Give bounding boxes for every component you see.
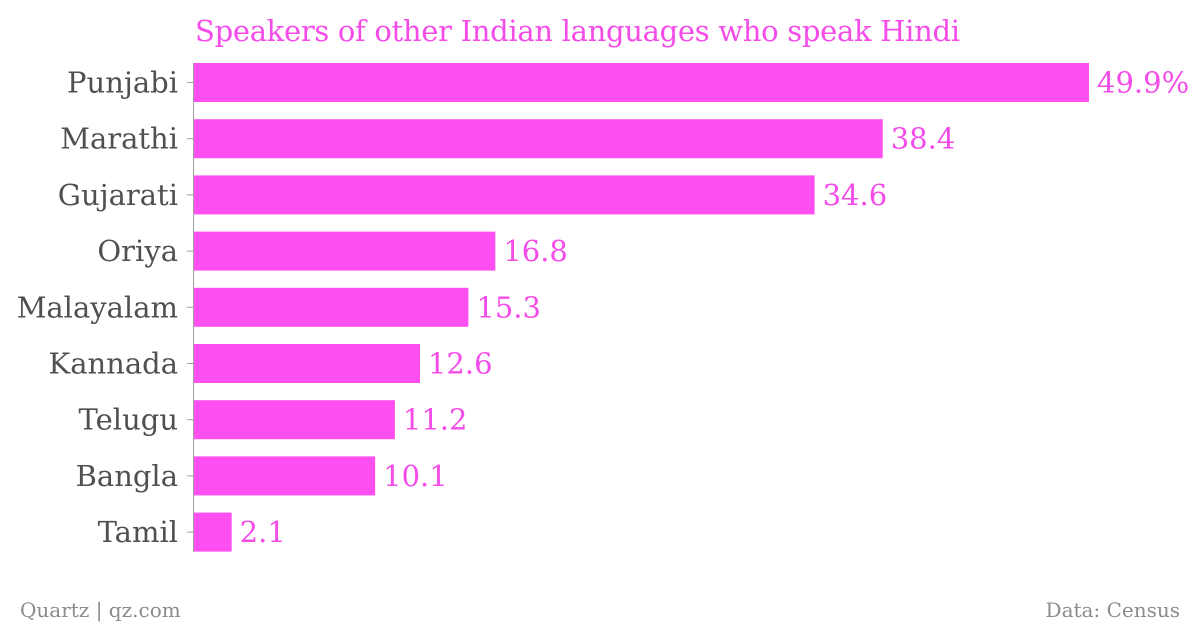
bar-oriya [194,231,496,271]
value-label-kannada: 12.6 [428,347,493,381]
category-label-gujarati: Gujarati [58,178,178,212]
value-label-tamil: 2.1 [240,515,286,549]
value-label-oriya: 16.8 [503,234,568,268]
category-label-tamil: Tamil [98,515,178,549]
category-label-bangla: Bangla [76,459,178,493]
bar-tamil [194,512,232,552]
footer-data-credit: Data: Census [1045,598,1180,622]
value-label-marathi: 38.4 [891,122,956,156]
value-label-bangla: 10.1 [383,459,448,493]
value-label-malayalam: 15.3 [476,290,541,324]
category-label-telugu: Telugu [79,403,178,437]
bar-marathi [194,119,883,159]
category-label-punjabi: Punjabi [67,66,178,100]
bar-malayalam [194,287,469,327]
value-label-gujarati: 34.6 [823,178,888,212]
bar-kannada [194,344,420,383]
category-label-malayalam: Malayalam [17,290,178,324]
bar-bangla [194,456,376,496]
value-label-punjabi: 49.9% [1097,66,1189,100]
category-label-marathi: Marathi [60,122,178,156]
bar-punjabi [194,63,1089,102]
bar-telugu [194,400,395,440]
category-label-oriya: Oriya [97,234,178,268]
bar-gujarati [194,175,815,215]
category-label-kannada: Kannada [49,347,178,381]
value-label-telugu: 11.2 [403,403,468,437]
footer-source-brand: Quartz | qz.com [20,598,181,622]
chart-title: Speakers of other Indian languages who s… [195,14,960,48]
